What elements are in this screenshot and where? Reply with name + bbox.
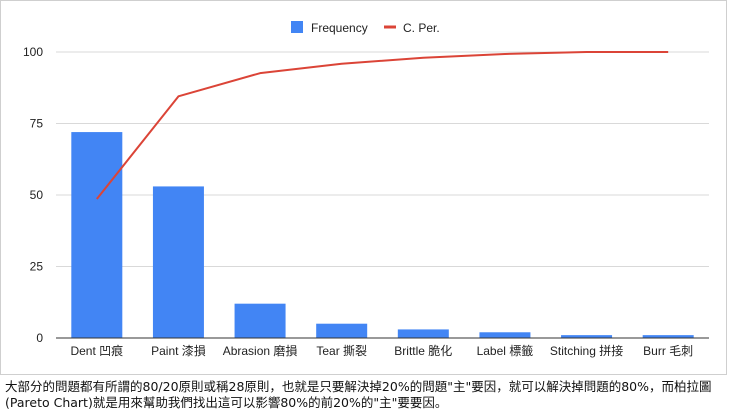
x-tick-label: Stitching 拼接 (550, 343, 623, 358)
frequency-bars (71, 132, 694, 338)
frequency-bar[interactable] (642, 335, 694, 338)
pareto-chart: 0 25 50 75 100 Dent 凹痕 Paint 漆損 Abrasion 磨損 Tear… (23, 21, 709, 358)
legend: Frequency C. Per. (291, 21, 440, 35)
y-tick-label: 50 (30, 188, 44, 202)
x-tick-label: Label 標籤 (477, 343, 534, 358)
y-tick-label: 0 (36, 331, 43, 345)
y-tick-label: 100 (23, 45, 43, 59)
cumulative-percent-line (96, 51, 669, 200)
frequency-bar[interactable] (71, 132, 123, 338)
legend-label-cumulative-percent: C. Per. (403, 21, 440, 35)
x-tick-label: Abrasion 磨損 (223, 343, 298, 358)
frequency-bar[interactable] (316, 323, 368, 338)
frequency-bar[interactable] (152, 186, 204, 338)
x-tick-label: Burr 毛刺 (643, 344, 693, 358)
cumulative-percent-polyline[interactable] (96, 51, 669, 200)
y-tick-label: 75 (30, 117, 44, 131)
x-tick-label: Brittle 脆化 (394, 343, 452, 358)
frequency-bar[interactable] (561, 335, 613, 338)
y-tick-label: 25 (30, 260, 44, 274)
x-tick-label: Dent 凹痕 (70, 343, 123, 358)
frequency-bar[interactable] (234, 303, 286, 338)
legend-label-frequency: Frequency (311, 21, 368, 35)
axes: 0 25 50 75 100 Dent 凹痕 Paint 漆損 Abrasion 磨損 Tear… (23, 45, 709, 358)
x-tick-label: Paint 漆損 (151, 343, 206, 358)
frequency-bar[interactable] (479, 332, 531, 338)
frequency-bar[interactable] (397, 329, 449, 338)
legend-swatch-frequency (291, 21, 303, 33)
explanation-caption: 大部分的問題都有所謂的80/20原則或稱28原則，也就是只要解決掉20%的問題"… (5, 379, 712, 410)
x-tick-label: Tear 撕裂 (316, 344, 367, 358)
chart-container: 0 25 50 75 100 Dent 凹痕 Paint 漆損 Abrasion 磨損 Tear… (0, 0, 727, 375)
